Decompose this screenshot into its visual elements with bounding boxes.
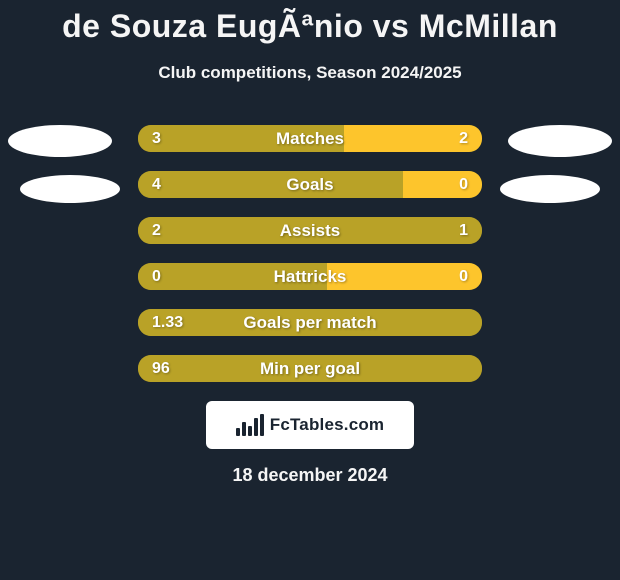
stat-fill-right xyxy=(344,125,482,152)
stat-row: Hattricks00 xyxy=(138,263,482,290)
stat-fill-left xyxy=(138,217,482,244)
fctables-label: FcTables.com xyxy=(270,415,385,435)
stat-fill-left xyxy=(138,355,482,382)
bar-chart-icon-bar xyxy=(236,428,240,436)
team-ellipse-left-1 xyxy=(8,125,112,157)
stat-bars: Matches32 Goals40 Assists21 Hattricks00 Goal… xyxy=(138,125,482,382)
stat-row: Matches32 xyxy=(138,125,482,152)
bar-chart-icon-bar xyxy=(242,422,246,436)
team-ellipse-right-1 xyxy=(508,125,612,157)
stat-fill-right xyxy=(327,263,482,290)
stat-row: Min per goal96 xyxy=(138,355,482,382)
bar-chart-icon-bar xyxy=(260,414,264,436)
stats-area: Matches32 Goals40 Assists21 Hattricks00 Goal… xyxy=(0,125,620,382)
stat-fill-left xyxy=(138,309,482,336)
bar-chart-icon-bar xyxy=(254,418,258,436)
bar-chart-icon xyxy=(236,414,264,436)
comparison-card: de Souza EugÃªnio vs McMillan Club compe… xyxy=(0,0,620,580)
page-title: de Souza EugÃªnio vs McMillan xyxy=(0,0,620,45)
stat-row: Goals per match1.33 xyxy=(138,309,482,336)
stat-fill-left xyxy=(138,171,403,198)
subtitle: Club competitions, Season 2024/2025 xyxy=(0,63,620,83)
team-ellipse-right-2 xyxy=(500,175,600,203)
stat-fill-left xyxy=(138,125,344,152)
stat-row: Assists21 xyxy=(138,217,482,244)
team-ellipse-left-2 xyxy=(20,175,120,203)
stat-row: Goals40 xyxy=(138,171,482,198)
stat-fill-right xyxy=(403,171,482,198)
bar-chart-icon-bar xyxy=(248,426,252,436)
fctables-badge[interactable]: FcTables.com xyxy=(206,401,414,449)
date-line: 18 december 2024 xyxy=(0,465,620,486)
stat-fill-left xyxy=(138,263,327,290)
